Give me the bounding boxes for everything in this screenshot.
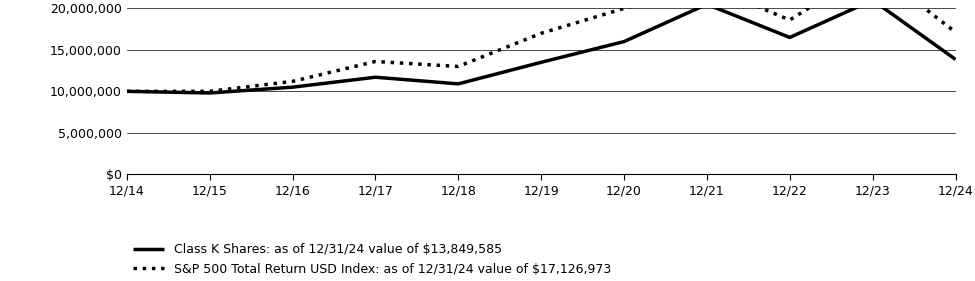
Legend: Class K Shares: as of 12/31/24 value of $13,849,585, S&P 500 Total Return USD In: Class K Shares: as of 12/31/24 value of …	[133, 243, 611, 276]
